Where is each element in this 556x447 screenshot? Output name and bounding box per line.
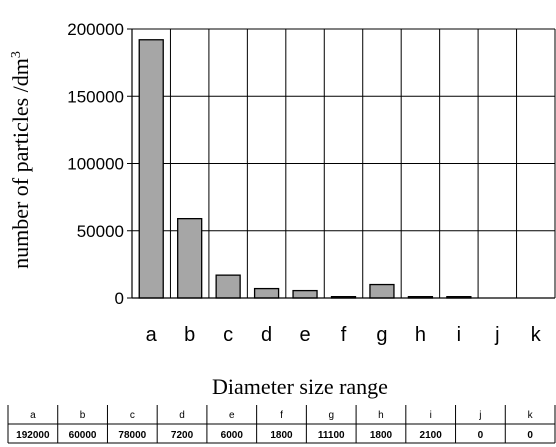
x-category-label-a: a [146,324,158,346]
table-header-k: k [528,410,534,421]
x-category-label-d: d [261,324,272,346]
table-header-b: b [80,410,86,421]
table-header-e: e [229,410,235,421]
y-tick-label-3: 150000 [67,87,124,106]
y-tick-label-0: 0 [115,289,124,308]
axes [127,28,555,299]
bars [138,39,472,299]
table-value-d: 7200 [171,430,194,441]
bar-b [177,217,203,299]
x-category-label-b: b [184,324,195,346]
x-category-label-i: i [457,324,461,346]
bar-c [215,274,241,299]
table-value-b: 60000 [69,430,97,441]
x-category-label-f: f [341,324,347,346]
table-header-h: h [378,410,384,421]
table-value-j: 0 [478,430,484,441]
x-category-label-c: c [223,324,233,346]
table-header-i: i [430,410,432,421]
x-category-label-h: h [415,324,426,346]
y-tick-label-1: 50000 [77,222,124,241]
table-header-a: a [30,410,36,421]
x-category-labels: a b c d e f g h i j k [146,324,542,346]
table-value-e: 6000 [221,430,244,441]
bar-a [138,39,164,299]
bar-d [253,287,280,299]
y-axis-label: number of particles /dm3 [8,51,33,269]
data-table: a 192000 b 60000 c 78000 d 7200 e 6000 f 1800 g 11100… [7,405,556,444]
table-header-g: g [328,410,334,421]
table-header-c: c [130,410,135,421]
bar-e [292,289,318,299]
x-category-label-g: g [376,324,387,346]
table-header-d: d [179,410,185,421]
table-value-h: 1800 [370,430,393,441]
table-value-k: 0 [527,430,533,441]
y-tick-label-4: 200000 [67,20,124,39]
table-value-g: 11100 [318,430,345,441]
y-tick-labels: 0 50000 100000 150000 200000 [67,20,124,308]
x-category-label-e: e [299,324,310,346]
y-tick-label-2: 100000 [67,155,124,174]
x-axis-label: Diameter size range [212,374,388,399]
table-value-i: 2100 [420,430,443,441]
table-header-j: j [478,410,481,421]
table-value-f: 1800 [270,430,293,441]
table-value-c: 78000 [118,430,146,441]
x-category-label-j: j [494,324,499,346]
table-value-a: 192000 [16,430,50,441]
table-header-f: f [280,410,283,421]
x-category-label-k: k [531,324,542,346]
grid-lines [132,28,556,299]
bar-g [369,283,395,299]
